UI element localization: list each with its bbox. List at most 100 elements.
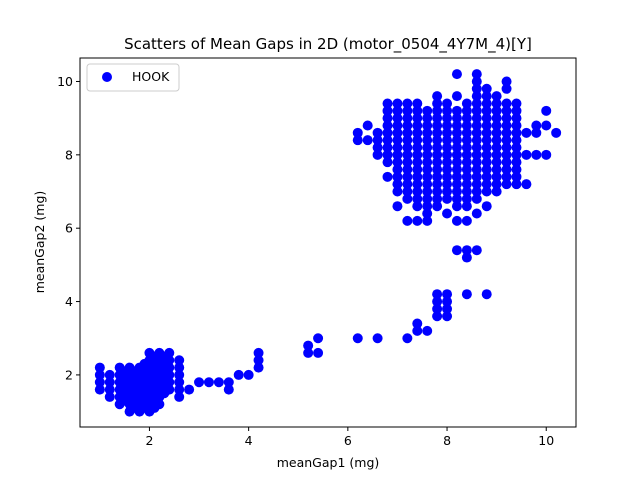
data-point — [442, 149, 453, 160]
data-point — [174, 377, 185, 388]
data-point — [402, 333, 413, 344]
data-point — [511, 171, 522, 182]
data-point — [451, 135, 462, 146]
data-point — [164, 355, 175, 366]
data-point — [511, 113, 522, 124]
data-point — [412, 120, 423, 131]
y-tick-label: 8 — [65, 147, 73, 162]
data-point — [471, 135, 482, 146]
data-point — [471, 69, 482, 80]
data-point — [471, 91, 482, 102]
data-point — [412, 325, 423, 336]
x-tick-label: 8 — [443, 433, 451, 448]
data-point — [491, 98, 502, 109]
data-point — [422, 149, 433, 160]
data-point — [481, 127, 492, 138]
data-point — [451, 105, 462, 116]
data-point — [392, 127, 403, 138]
data-point — [432, 149, 443, 160]
legend: HOOK — [86, 63, 180, 92]
chart-title: Scatters of Mean Gaps in 2D (motor_0504_… — [124, 35, 532, 54]
data-point — [471, 149, 482, 160]
data-point — [451, 186, 462, 197]
data-point — [392, 164, 403, 175]
data-point — [491, 91, 502, 102]
data-point — [412, 135, 423, 146]
data-point — [352, 135, 363, 146]
data-point — [382, 113, 393, 124]
data-point — [481, 289, 492, 300]
data-point — [233, 369, 244, 380]
data-point — [432, 91, 443, 102]
data-point — [154, 399, 165, 410]
data-point — [164, 377, 175, 388]
data-point — [432, 98, 443, 109]
data-point — [442, 296, 453, 307]
data-point — [402, 215, 413, 226]
data-point — [104, 377, 115, 388]
data-point — [412, 193, 423, 204]
data-point — [392, 186, 403, 197]
data-point — [491, 157, 502, 168]
data-point — [501, 113, 512, 124]
data-point — [461, 98, 472, 109]
data-point — [372, 127, 383, 138]
data-point — [94, 384, 105, 395]
data-point — [442, 186, 453, 197]
data-point — [422, 135, 433, 146]
data-point — [432, 193, 443, 204]
data-point — [402, 193, 413, 204]
data-point — [442, 311, 453, 322]
data-point — [551, 127, 562, 138]
data-point — [481, 135, 492, 146]
data-point — [382, 149, 393, 160]
data-point — [511, 120, 522, 131]
data-point — [164, 362, 175, 373]
data-point — [432, 311, 443, 322]
data-point — [451, 91, 462, 102]
data-point — [442, 289, 453, 300]
plot-frame — [79, 57, 577, 428]
data-point — [461, 142, 472, 153]
data-point — [471, 127, 482, 138]
data-point — [313, 333, 324, 344]
data-point — [422, 193, 433, 204]
data-point — [392, 179, 403, 190]
data-point — [481, 179, 492, 190]
data-point — [501, 164, 512, 175]
y-axis-ticks: 2 4 6 8 10 — [57, 74, 80, 382]
data-point — [422, 113, 433, 124]
x-tick-label: 10 — [538, 433, 554, 448]
data-point — [422, 164, 433, 175]
data-point — [432, 289, 443, 300]
data-point — [471, 98, 482, 109]
data-point — [531, 149, 542, 160]
data-point — [253, 347, 264, 358]
y-axis-label: meanGap2 (mg) — [32, 191, 47, 294]
data-point — [471, 179, 482, 190]
data-point — [243, 369, 254, 380]
data-point — [471, 245, 482, 256]
data-point — [432, 179, 443, 190]
data-point — [432, 303, 443, 314]
data-point — [451, 149, 462, 160]
data-point — [451, 142, 462, 153]
data-point — [402, 135, 413, 146]
data-point — [461, 157, 472, 168]
data-point — [471, 142, 482, 153]
data-point — [501, 149, 512, 160]
data-point — [432, 296, 443, 307]
data-point — [461, 201, 472, 212]
data-point — [461, 135, 472, 146]
data-point — [461, 105, 472, 116]
data-point — [442, 105, 453, 116]
data-point — [422, 179, 433, 190]
x-tick-label: 2 — [145, 433, 153, 448]
data-point — [491, 113, 502, 124]
data-point — [432, 142, 443, 153]
data-point — [451, 127, 462, 138]
data-point — [501, 171, 512, 182]
data-point — [511, 135, 522, 146]
data-point — [501, 179, 512, 190]
data-point — [511, 98, 522, 109]
